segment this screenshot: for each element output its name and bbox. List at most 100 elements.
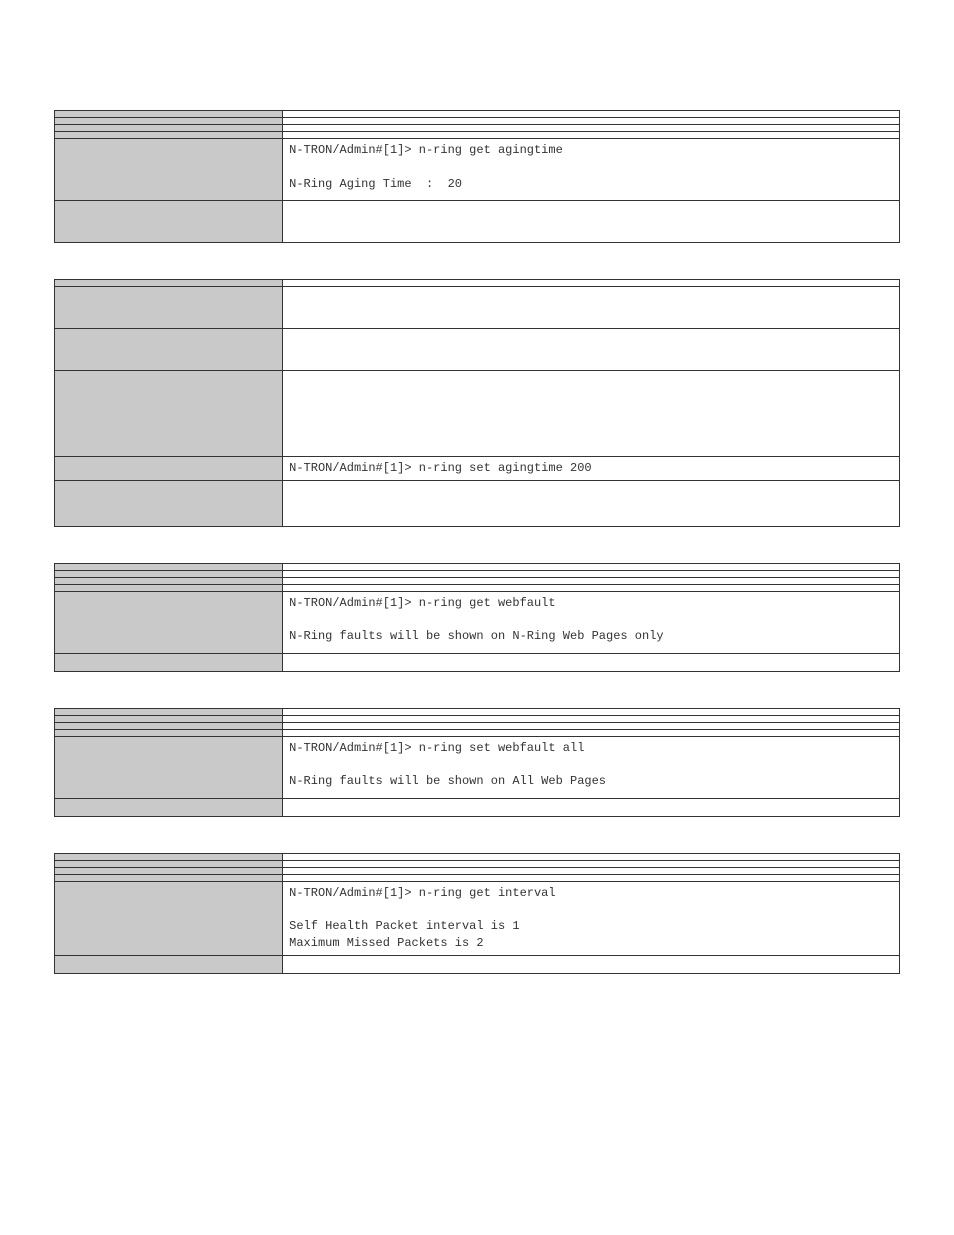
row-label-cell <box>55 125 283 132</box>
table-row <box>55 563 900 570</box>
row-value-cell <box>283 132 900 139</box>
row-value-cell: N-TRON/Admin#[1]> n-ring get webfault N-… <box>283 591 900 653</box>
table-row: N-TRON/Admin#[1]> n-ring set webfault al… <box>55 736 900 798</box>
row-value-cell <box>283 653 900 671</box>
table-row: N-TRON/Admin#[1]> n-ring set agingtime 2… <box>55 457 900 481</box>
command-table-section: N-TRON/Admin#[1]> n-ring set agingtime 2… <box>54 279 900 527</box>
row-label-cell <box>55 708 283 715</box>
table-row <box>55 798 900 816</box>
table-row <box>55 570 900 577</box>
row-label-cell <box>55 280 283 287</box>
row-label-cell <box>55 867 283 874</box>
row-value-cell <box>283 329 900 371</box>
table-row <box>55 280 900 287</box>
table-row <box>55 867 900 874</box>
row-value-cell <box>283 280 900 287</box>
table-row <box>55 125 900 132</box>
table-row <box>55 329 900 371</box>
row-label-cell <box>55 371 283 457</box>
row-value-cell <box>283 570 900 577</box>
table-row: N-TRON/Admin#[1]> n-ring get agingtime N… <box>55 139 900 201</box>
table-row <box>55 653 900 671</box>
row-label-cell <box>55 132 283 139</box>
row-label-cell <box>55 722 283 729</box>
table-row <box>55 874 900 881</box>
command-table-section: N-TRON/Admin#[1]> n-ring set webfault al… <box>54 708 900 817</box>
command-table: N-TRON/Admin#[1]> n-ring set agingtime 2… <box>54 279 900 527</box>
row-label-cell <box>55 201 283 243</box>
row-value-cell: N-TRON/Admin#[1]> n-ring set webfault al… <box>283 736 900 798</box>
table-row: N-TRON/Admin#[1]> n-ring get webfault N-… <box>55 591 900 653</box>
table-row <box>55 860 900 867</box>
row-label-cell <box>55 715 283 722</box>
table-row <box>55 371 900 457</box>
row-value-cell <box>283 708 900 715</box>
command-table-section: N-TRON/Admin#[1]> n-ring get webfault N-… <box>54 563 900 672</box>
row-value-cell <box>283 853 900 860</box>
row-value-cell: N-TRON/Admin#[1]> n-ring get agingtime N… <box>283 139 900 201</box>
row-value-cell <box>283 715 900 722</box>
row-label-cell <box>55 881 283 955</box>
row-label-cell <box>55 287 283 329</box>
row-label-cell <box>55 874 283 881</box>
command-table: N-TRON/Admin#[1]> n-ring set webfault al… <box>54 708 900 817</box>
command-table: N-TRON/Admin#[1]> n-ring get agingtime N… <box>54 110 900 243</box>
table-row <box>55 955 900 973</box>
row-label-cell <box>55 584 283 591</box>
row-label-cell <box>55 570 283 577</box>
table-row <box>55 201 900 243</box>
table-row <box>55 480 900 526</box>
row-value-cell <box>283 874 900 881</box>
table-row <box>55 722 900 729</box>
row-value-cell <box>283 563 900 570</box>
command-table: N-TRON/Admin#[1]> n-ring get interval Se… <box>54 853 900 974</box>
row-value-cell <box>283 860 900 867</box>
row-value-cell <box>283 577 900 584</box>
table-row <box>55 853 900 860</box>
row-value-cell: N-TRON/Admin#[1]> n-ring set agingtime 2… <box>283 457 900 481</box>
table-row <box>55 577 900 584</box>
table-row <box>55 118 900 125</box>
row-label-cell <box>55 329 283 371</box>
row-value-cell <box>283 118 900 125</box>
row-value-cell <box>283 287 900 329</box>
row-label-cell <box>55 653 283 671</box>
row-value-cell <box>283 111 900 118</box>
table-row: N-TRON/Admin#[1]> n-ring get interval Se… <box>55 881 900 955</box>
row-value-cell <box>283 371 900 457</box>
row-value-cell <box>283 480 900 526</box>
row-value-cell <box>283 722 900 729</box>
row-label-cell <box>55 860 283 867</box>
row-label-cell <box>55 736 283 798</box>
command-table-section: N-TRON/Admin#[1]> n-ring get interval Se… <box>54 853 900 974</box>
row-label-cell <box>55 480 283 526</box>
row-value-cell: N-TRON/Admin#[1]> n-ring get interval Se… <box>283 881 900 955</box>
row-value-cell <box>283 584 900 591</box>
row-label-cell <box>55 118 283 125</box>
command-table: N-TRON/Admin#[1]> n-ring get webfault N-… <box>54 563 900 672</box>
row-label-cell <box>55 577 283 584</box>
row-label-cell <box>55 563 283 570</box>
row-value-cell <box>283 798 900 816</box>
command-table-section: N-TRON/Admin#[1]> n-ring get agingtime N… <box>54 110 900 243</box>
table-row <box>55 729 900 736</box>
row-label-cell <box>55 591 283 653</box>
table-row <box>55 715 900 722</box>
row-value-cell <box>283 867 900 874</box>
table-row <box>55 111 900 118</box>
row-value-cell <box>283 125 900 132</box>
row-label-cell <box>55 111 283 118</box>
row-value-cell <box>283 955 900 973</box>
row-label-cell <box>55 729 283 736</box>
row-label-cell <box>55 139 283 201</box>
table-row <box>55 584 900 591</box>
row-label-cell <box>55 798 283 816</box>
row-label-cell <box>55 853 283 860</box>
row-value-cell <box>283 729 900 736</box>
table-row <box>55 287 900 329</box>
table-row <box>55 708 900 715</box>
row-label-cell <box>55 955 283 973</box>
row-value-cell <box>283 201 900 243</box>
row-label-cell <box>55 457 283 481</box>
table-row <box>55 132 900 139</box>
